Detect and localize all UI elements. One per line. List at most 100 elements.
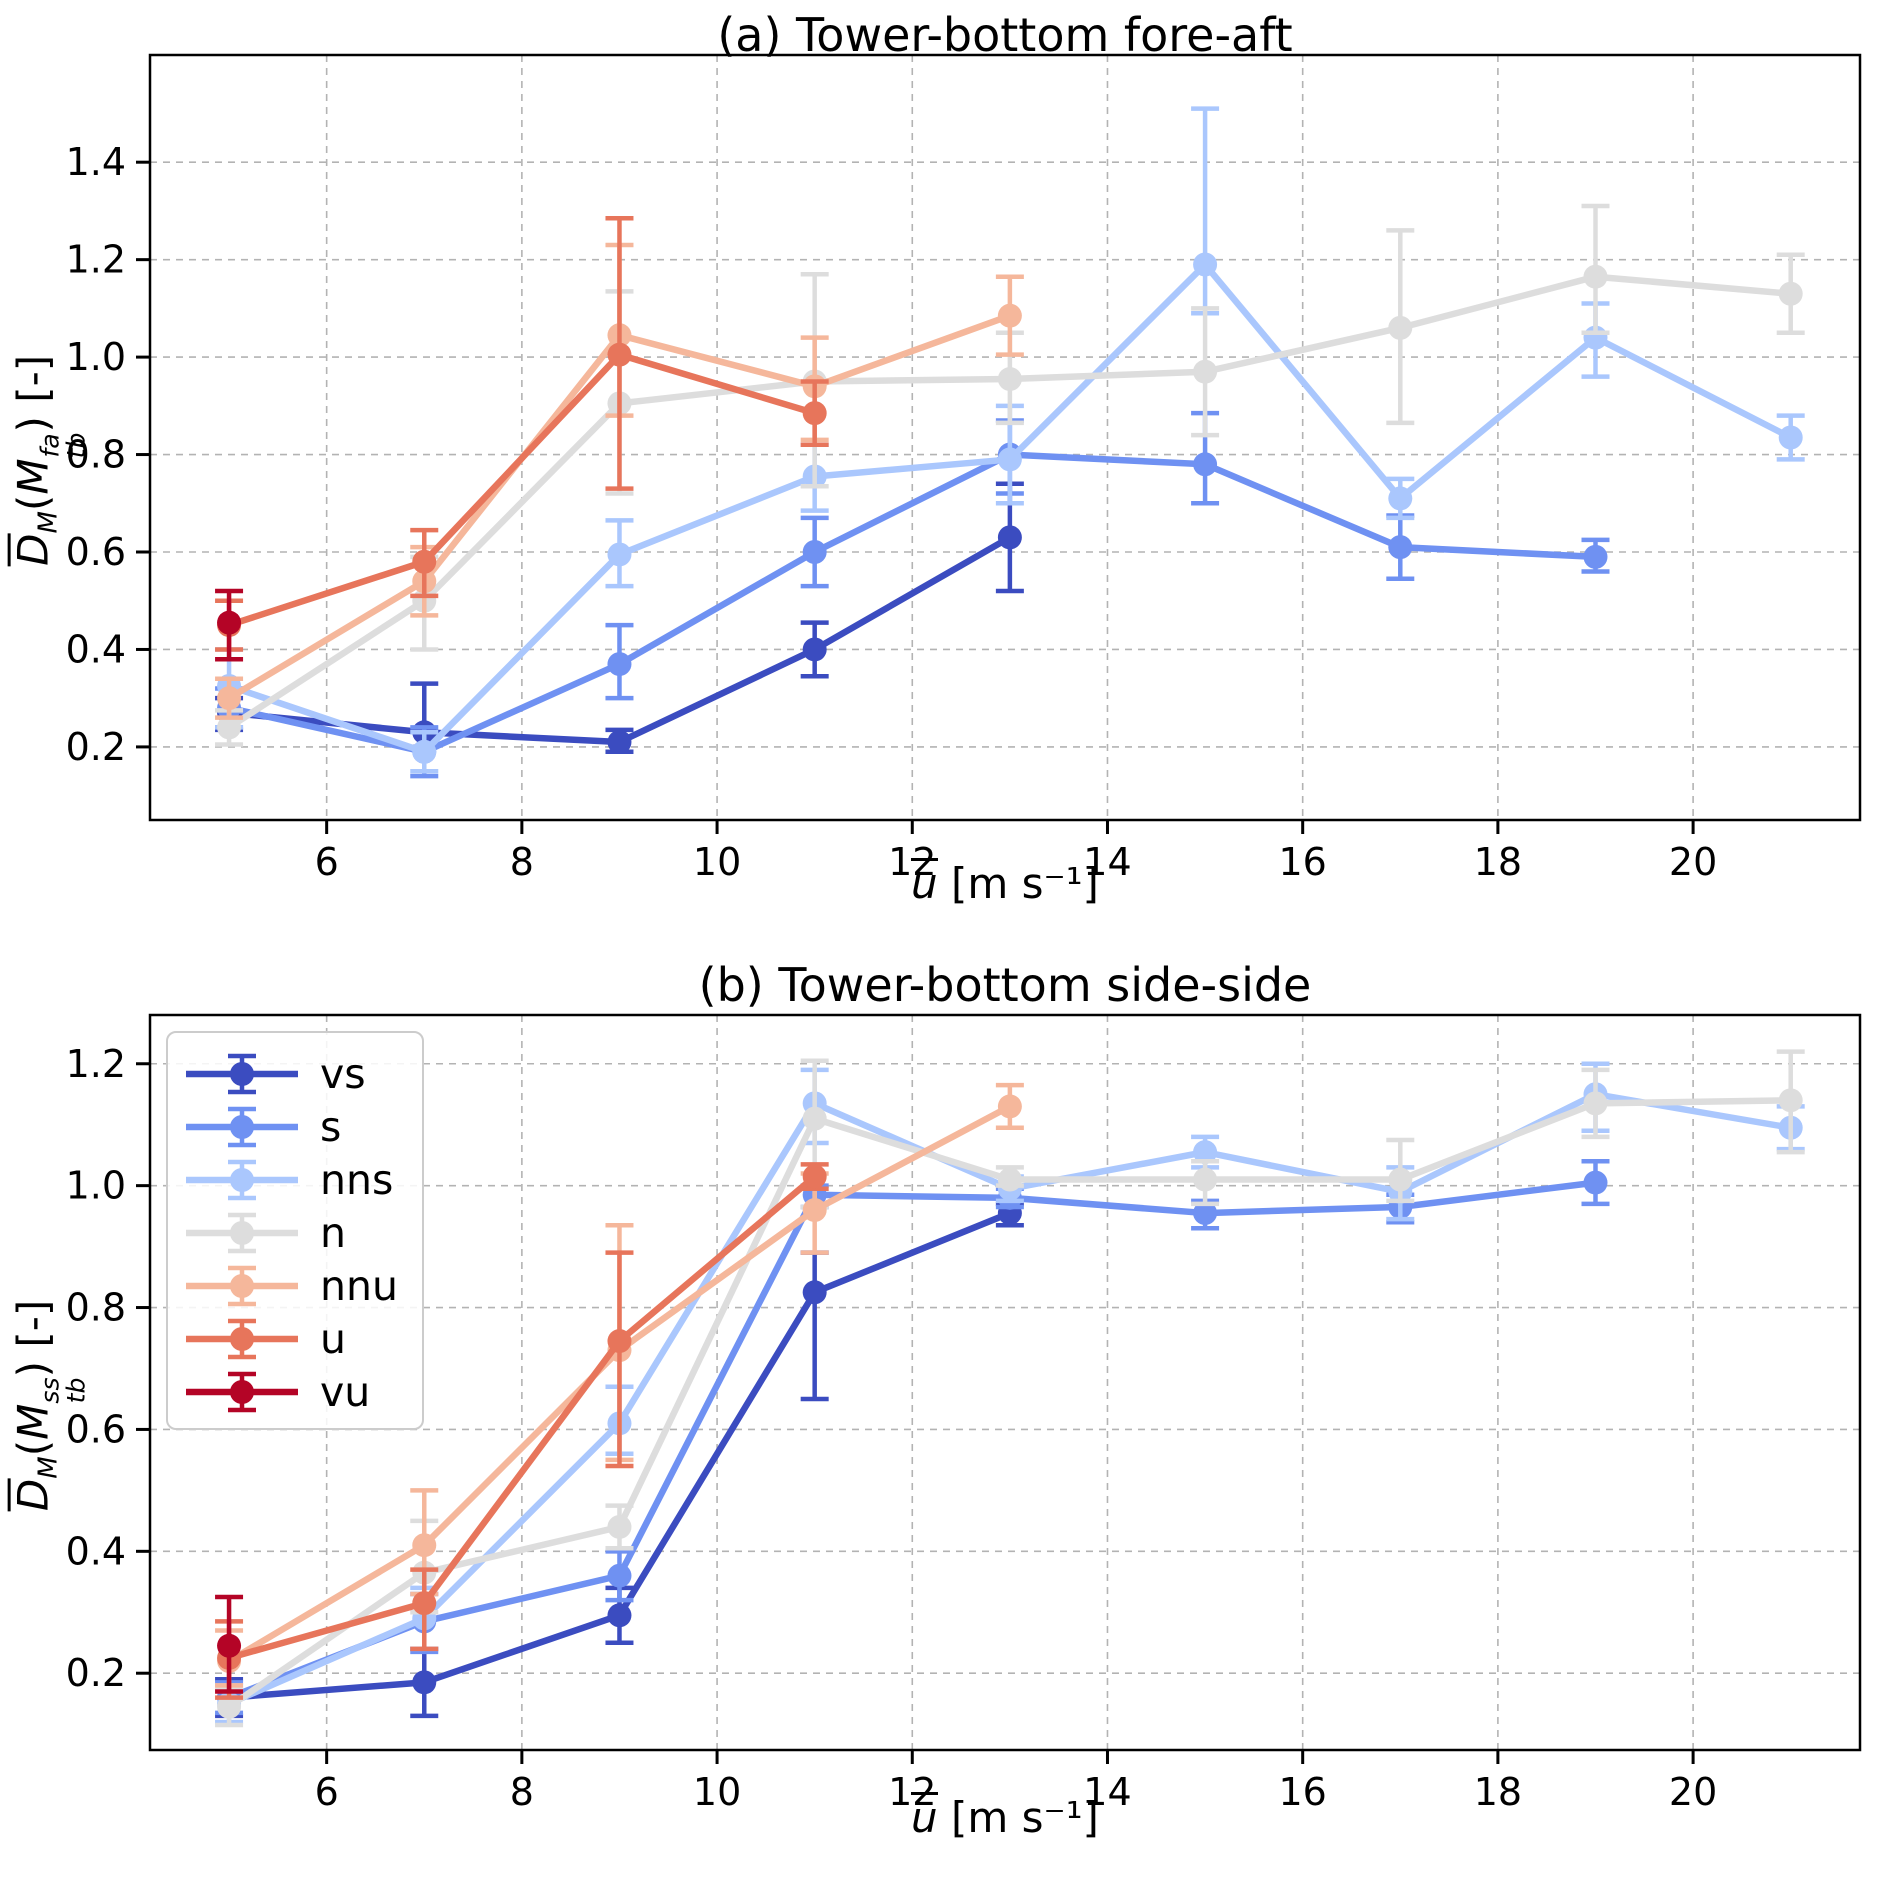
legend-label: vu	[320, 1367, 371, 1416]
x-unit: [m s⁻¹]	[951, 859, 1099, 908]
data-point	[607, 652, 632, 677]
data-point	[1193, 452, 1218, 477]
xbar-symbol: u	[911, 1792, 938, 1842]
data-point	[1388, 315, 1413, 340]
y-tick-label: 0.8	[66, 1286, 126, 1330]
data-point	[1583, 264, 1608, 289]
data-point	[802, 1106, 827, 1131]
data-point	[802, 1198, 827, 1223]
series-n	[215, 203, 1805, 747]
data-point	[1193, 1201, 1218, 1226]
data-point	[607, 1603, 632, 1628]
xbar-symbol: u	[911, 858, 938, 908]
data-point	[1388, 486, 1413, 511]
legend-label: n	[320, 1208, 346, 1257]
data-point	[607, 1563, 632, 1588]
x-tick-label: 14	[1083, 840, 1131, 884]
data-point	[1583, 1091, 1608, 1116]
data-point	[607, 542, 632, 567]
y-tick-label: 0.2	[66, 1651, 126, 1695]
data-point	[412, 1591, 437, 1616]
series-line	[228, 1174, 817, 1662]
data-point	[217, 1694, 242, 1719]
x-tick-label: 8	[510, 840, 534, 884]
y-tick-label: 1.2	[66, 238, 126, 282]
data-point	[1583, 544, 1608, 569]
legend-entry-vs: vs	[182, 1047, 412, 1100]
data-point	[1193, 1140, 1218, 1165]
ticks: 6 8 10 12 14 16 18 20 0.2 0.4 0.6 0.8 1.0 1.2 1.4	[66, 140, 1718, 884]
x-tick-label: 6	[315, 1770, 339, 1814]
data-point	[217, 610, 242, 635]
data-point	[1388, 535, 1413, 560]
data-point	[997, 1167, 1022, 1192]
legend-label: u	[320, 1314, 346, 1363]
x-tick-label: 20	[1669, 840, 1717, 884]
data-point	[217, 686, 242, 711]
data-point	[412, 1533, 437, 1558]
data-point	[1193, 359, 1218, 384]
chart-a-title: (a) Tower-bottom fore-aft	[717, 8, 1293, 62]
legend-label: nns	[320, 1155, 394, 1204]
legend-label: vs	[320, 1049, 366, 1098]
chart-b-title: (b) Tower-bottom side-side	[698, 958, 1312, 1012]
x-tick-label: 16	[1279, 840, 1327, 884]
x-tick-label: 16	[1279, 1770, 1327, 1814]
series-line	[228, 451, 1596, 756]
y-tick-label: 0.4	[66, 1529, 126, 1573]
series-line	[227, 1179, 1596, 1701]
legend-marker-s	[186, 1106, 298, 1147]
series-nns	[215, 1061, 1805, 1725]
data-point	[607, 342, 632, 367]
data-point	[997, 303, 1022, 328]
legend: vs s nns n nnu u vu	[166, 1031, 424, 1430]
x-unit: [m s⁻¹]	[951, 1793, 1099, 1842]
chart-b-xlabel: u [m s⁻¹]	[150, 1792, 1860, 1842]
x-tick-label: 8	[510, 1770, 534, 1814]
legend-marker-nns	[186, 1159, 298, 1200]
legend-marker-vu	[186, 1371, 298, 1412]
legend-label: s	[320, 1102, 342, 1151]
data-point	[997, 1094, 1022, 1119]
data-point	[997, 447, 1022, 472]
data-point	[607, 1514, 632, 1539]
x-tick-label: 10	[693, 840, 741, 884]
x-tick-label: 10	[693, 1770, 741, 1814]
chart-b-ylabel: DM(M ss tb) [-]	[7, 1299, 91, 1512]
chart-a: 6 8 10 12 14 16 18 20 0.2 0.4 0.6 0.8 1.0 1.2 1.4	[66, 53, 1862, 884]
data-point	[1778, 425, 1803, 450]
data-point	[1583, 1170, 1608, 1195]
series-u	[215, 1162, 829, 1700]
legend-marker-vs	[186, 1053, 298, 1094]
legend-marker-u	[186, 1318, 298, 1359]
plot-border	[148, 53, 1862, 822]
y-tick-label: 1.0	[66, 335, 126, 379]
plot-border	[148, 1013, 1862, 1752]
data-point	[1193, 252, 1218, 277]
data-point	[802, 637, 827, 662]
data-point	[997, 525, 1022, 550]
data-point	[802, 401, 827, 426]
data-point	[1388, 1167, 1413, 1192]
x-tick-label: 18	[1474, 1770, 1522, 1814]
legend-entry-nnu: nnu	[182, 1259, 412, 1312]
data-point	[1778, 1088, 1803, 1113]
y-tick-label: 0.6	[66, 1407, 126, 1451]
data-point	[607, 1329, 632, 1354]
x-tick-label: 6	[315, 840, 339, 884]
y-tick-label: 0.8	[66, 433, 126, 477]
legend-entry-n: n	[182, 1206, 412, 1259]
data-point	[1193, 1167, 1218, 1192]
legend-entry-s: s	[182, 1100, 412, 1153]
series-n	[215, 1049, 1805, 1728]
x-tick-label: 20	[1669, 1770, 1717, 1814]
y-tick-label: 1.0	[66, 1164, 126, 1208]
data-point	[217, 1633, 242, 1658]
x-tick-label: 12	[888, 840, 936, 884]
legend-entry-u: u	[182, 1312, 412, 1365]
data-point	[997, 367, 1022, 392]
legend-marker-n	[186, 1212, 298, 1253]
legend-label: nnu	[320, 1261, 398, 1310]
